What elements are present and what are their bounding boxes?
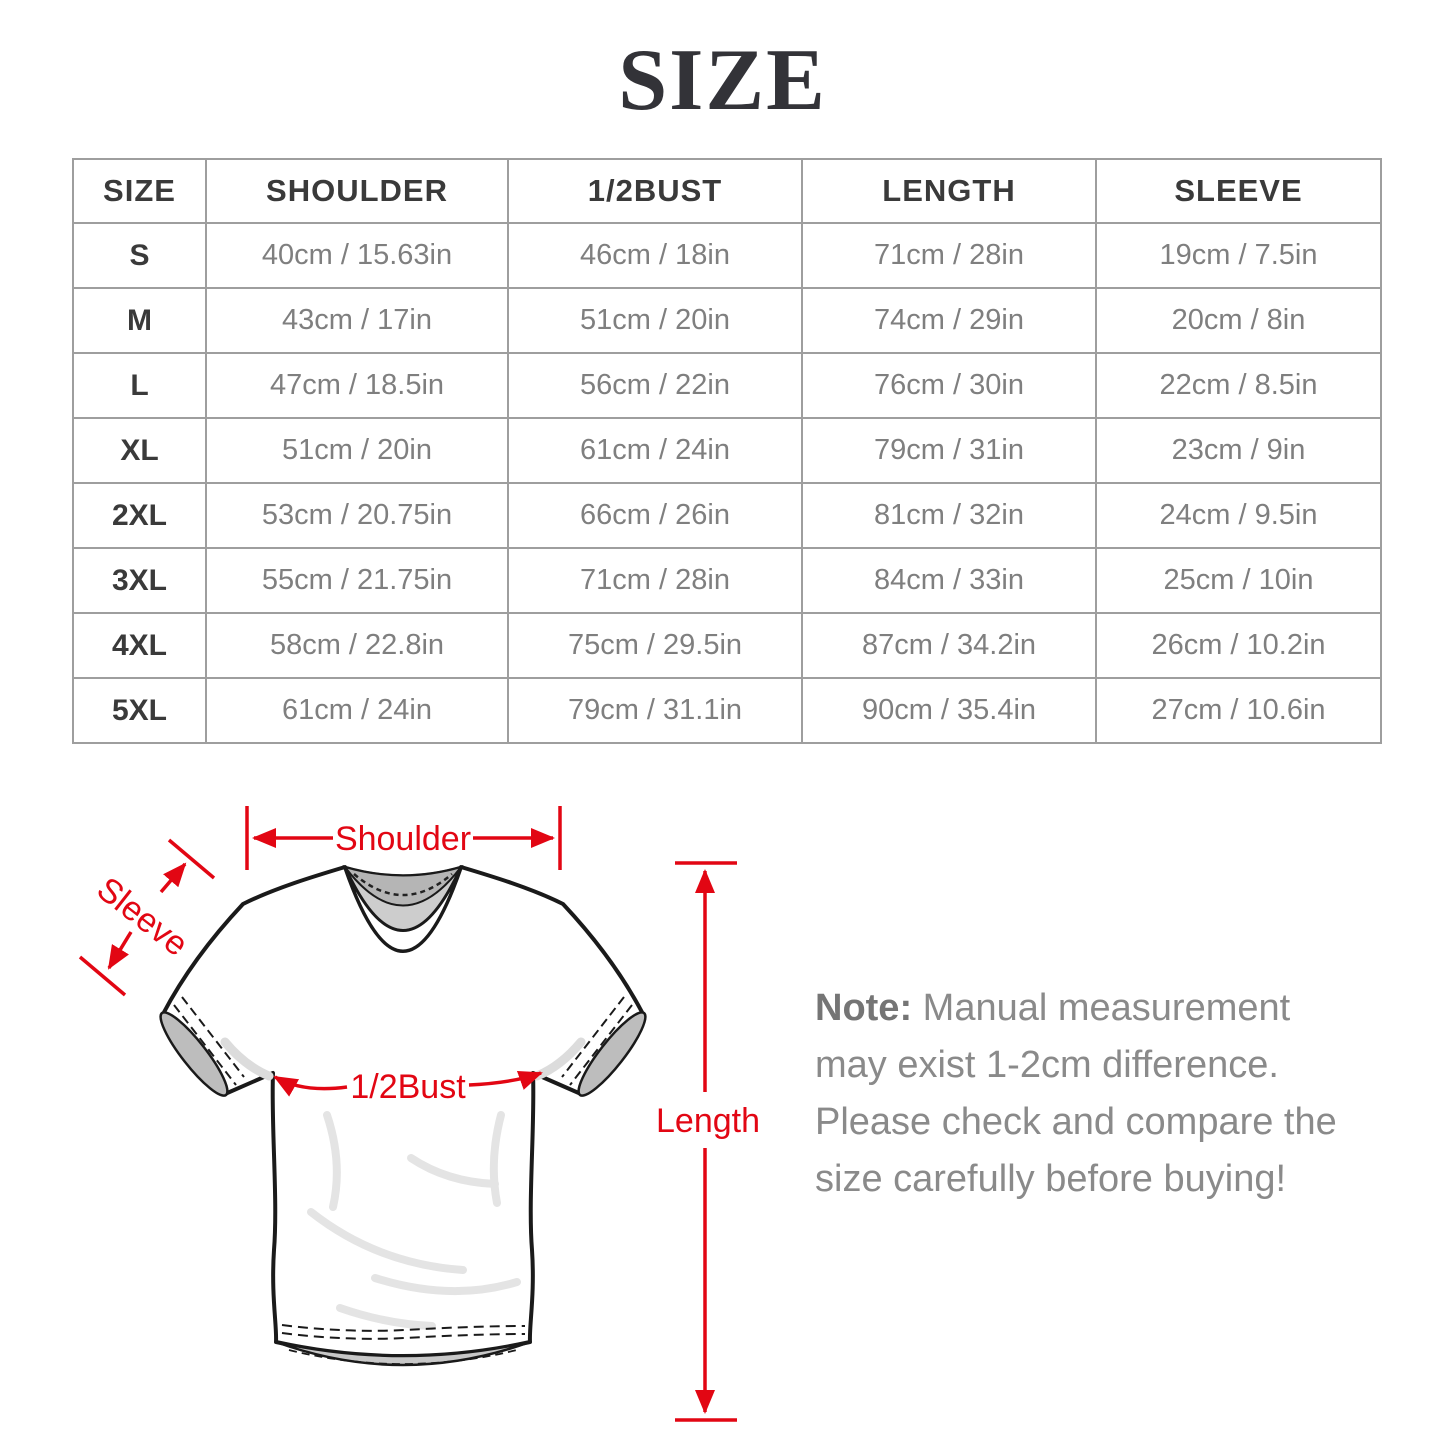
measurement-cell: 66cm / 26in	[507, 482, 803, 549]
sleeve-label: Sleeve	[90, 870, 195, 964]
size-row-5xl: 5XL 61cm / 24in 79cm / 31.1in 90cm / 35.4in…	[72, 677, 1382, 744]
size-name-cell: M	[72, 287, 207, 354]
measurement-cell: 22cm / 8.5in	[1095, 352, 1382, 419]
wrinkle-lines	[220, 1037, 586, 1330]
sleeve-lower-arrow	[107, 931, 133, 970]
col-header-shoulder: SHOULDER	[205, 158, 509, 224]
size-row-4xl: 4XL 58cm / 22.8in 75cm / 29.5in 87cm / 34.2…	[72, 612, 1382, 679]
size-table: SIZE SHOULDER 1/2BUST LENGTH SLEEVE S 40cm / …	[72, 158, 1382, 744]
measurement-cell: 25cm / 10in	[1095, 547, 1382, 614]
size-name-cell: S	[72, 222, 207, 289]
measurement-cell: 84cm / 33in	[801, 547, 1097, 614]
measurement-cell: 74cm / 29in	[801, 287, 1097, 354]
sleeve-measure	[78, 838, 216, 997]
half-bust-label: 1/2Bust	[350, 1068, 466, 1106]
measurement-cell: 79cm / 31in	[801, 417, 1097, 484]
measurement-cell: 47cm / 18.5in	[205, 352, 509, 419]
measurement-cell: 51cm / 20in	[205, 417, 509, 484]
measurement-cell: 61cm / 24in	[205, 677, 509, 744]
sleeve-upper-tick	[167, 838, 216, 880]
shoulder-measure	[245, 806, 562, 870]
tshirt-diagram-svg: Shoulder Sleeve 1/2Bust Length	[78, 806, 760, 1422]
measurement-cell: 26cm / 10.2in	[1095, 612, 1382, 679]
size-row-s: S 40cm / 15.63in 46cm / 18in 71cm / 28in 19c…	[72, 222, 1382, 289]
size-name-cell: 5XL	[72, 677, 207, 744]
note-text: Note: Manual measurement may exist 1-2cm…	[815, 980, 1360, 1208]
right-cuff-opening	[577, 1011, 647, 1097]
size-row-m: M 43cm / 17in 51cm / 20in 74cm / 29in 20cm /…	[72, 287, 1382, 354]
half-bust-right-arrow	[468, 1070, 543, 1090]
col-header-size: SIZE	[72, 158, 207, 224]
size-table-head: SIZE SHOULDER 1/2BUST LENGTH SLEEVE	[72, 158, 1382, 224]
measurement-cell: 76cm / 30in	[801, 352, 1097, 419]
measurement-cell: 55cm / 21.75in	[205, 547, 509, 614]
measurement-cell: 75cm / 29.5in	[507, 612, 803, 679]
measurement-cell: 56cm / 22in	[507, 352, 803, 419]
size-row-3xl: 3XL 55cm / 21.75in 71cm / 28in 84cm / 33in 2…	[72, 547, 1382, 614]
sleeve-lower-tick	[78, 955, 127, 997]
length-measure	[675, 861, 737, 1422]
sleeve-upper-arrow	[159, 862, 187, 894]
measurement-cell: 23cm / 9in	[1095, 417, 1382, 484]
measurement-cell: 79cm / 31.1in	[507, 677, 803, 744]
size-row-xl: XL 51cm / 20in 61cm / 24in 79cm / 31in 23cm …	[72, 417, 1382, 484]
measurement-cell: 71cm / 28in	[507, 547, 803, 614]
col-header-length: LENGTH	[801, 158, 1097, 224]
page-title: SIZE	[618, 32, 827, 129]
measurement-cell: 87cm / 34.2in	[801, 612, 1097, 679]
measurement-cell: 40cm / 15.63in	[205, 222, 509, 289]
tshirt-measurement-diagram: Shoulder Sleeve 1/2Bust Length	[75, 780, 795, 1445]
measurement-annotations	[78, 806, 737, 1422]
measurement-cell: 20cm / 8in	[1095, 287, 1382, 354]
header-row: SIZE SHOULDER 1/2BUST LENGTH SLEEVE	[72, 158, 1382, 224]
size-table-body: S 40cm / 15.63in 46cm / 18in 71cm / 28in 19c…	[72, 222, 1382, 744]
size-name-cell: L	[72, 352, 207, 419]
hem-sliver-stitch	[288, 1349, 518, 1365]
size-name-cell: XL	[72, 417, 207, 484]
measurement-cell: 46cm / 18in	[507, 222, 803, 289]
measurement-cell: 51cm / 20in	[507, 287, 803, 354]
measurement-cell: 61cm / 24in	[507, 417, 803, 484]
measurement-cell: 43cm / 17in	[205, 287, 509, 354]
tshirt-illustration	[159, 865, 647, 1367]
shoulder-label: Shoulder	[335, 820, 471, 858]
measurement-cell: 58cm / 22.8in	[205, 612, 509, 679]
size-name-cell: 3XL	[72, 547, 207, 614]
measurement-cell: 53cm / 20.75in	[205, 482, 509, 549]
hem-stitching	[281, 1324, 526, 1340]
length-label: Length	[656, 1102, 760, 1140]
note-body: Manual measurement may exist 1-2cm diffe…	[815, 987, 1337, 1200]
measurement-cell: 24cm / 9.5in	[1095, 482, 1382, 549]
measurement-cell: 71cm / 28in	[801, 222, 1097, 289]
measurement-cell: 90cm / 35.4in	[801, 677, 1097, 744]
size-name-cell: 2XL	[72, 482, 207, 549]
size-row-2xl: 2XL 53cm / 20.75in 66cm / 26in 81cm / 32in 2…	[72, 482, 1382, 549]
note-label: Note:	[815, 987, 913, 1029]
size-row-l: L 47cm / 18.5in 56cm / 22in 76cm / 30in 22cm…	[72, 352, 1382, 419]
col-header-1-2bust: 1/2BUST	[507, 158, 803, 224]
size-name-cell: 4XL	[72, 612, 207, 679]
half-bust-left-arrow	[273, 1075, 348, 1097]
cuff-stitching	[173, 996, 633, 1086]
half-bust-measure	[273, 1070, 543, 1097]
collar-stitch-line	[353, 873, 453, 897]
measurement-cell: 81cm / 32in	[801, 482, 1097, 549]
measurement-cell: 27cm / 10.6in	[1095, 677, 1382, 744]
measurement-cell: 19cm / 7.5in	[1095, 222, 1382, 289]
left-cuff-opening	[159, 1011, 229, 1097]
collar-front-band	[343, 866, 463, 953]
col-header-sleeve: SLEEVE	[1095, 158, 1382, 224]
